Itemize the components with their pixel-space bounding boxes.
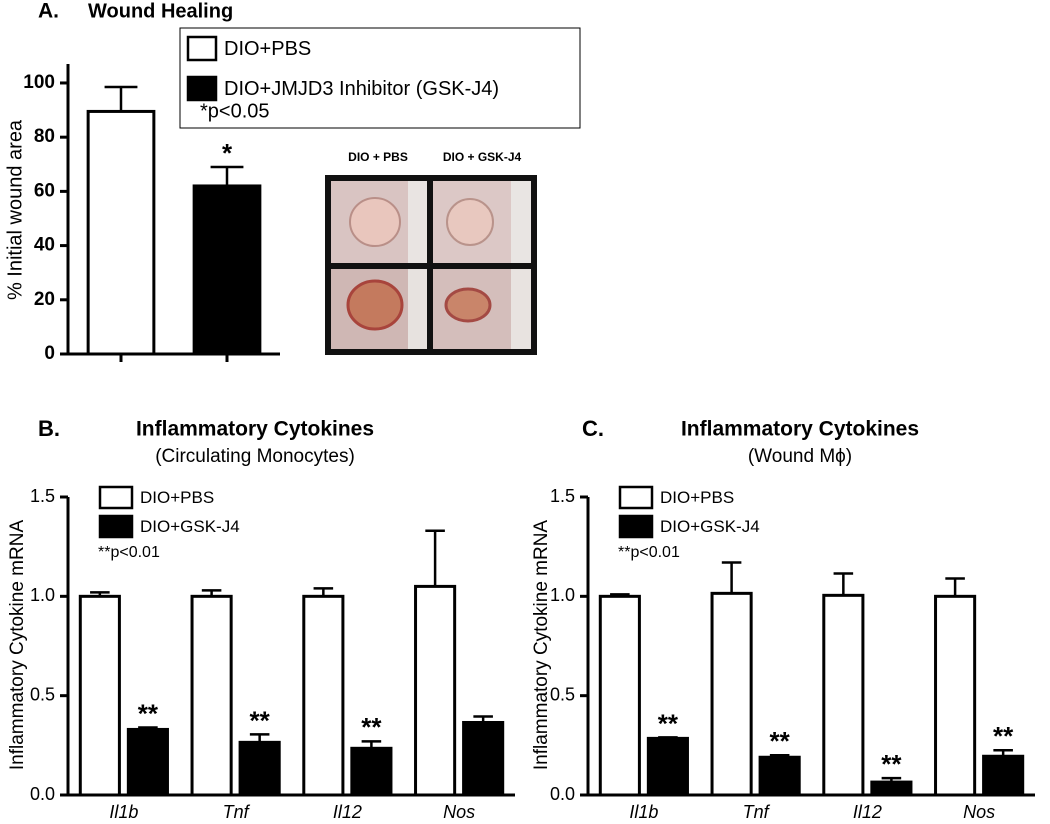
- bar: [350, 746, 393, 797]
- x-tick-label: Il12: [853, 802, 882, 822]
- significance-label: **: [770, 726, 791, 756]
- significance-label: **: [658, 708, 679, 738]
- legend-swatch: [618, 485, 654, 510]
- x-tick-label: Nos: [963, 802, 995, 822]
- y-tick-label: 1.5: [30, 486, 55, 506]
- chart-subtitle: (Circulating Monocytes): [155, 446, 355, 467]
- chart-title: Inflammatory Cytokines: [136, 418, 374, 441]
- legend-label: DIO+GSK-J4: [660, 517, 760, 536]
- photo-label: DIO + PBS: [348, 150, 408, 164]
- bar: [710, 591, 753, 797]
- legend-swatch: [186, 75, 218, 102]
- y-tick-label: 20: [34, 289, 55, 310]
- y-tick-label: 1.0: [550, 585, 575, 605]
- x-tick-label: Il1b: [629, 802, 658, 822]
- y-tick-label: 0.5: [550, 684, 575, 704]
- bar: [126, 727, 169, 797]
- y-tick-label: 1.0: [30, 585, 55, 605]
- bar: [598, 594, 641, 797]
- significance-note: *p<0.05: [200, 100, 270, 122]
- y-axis-label: % Initial wound area: [4, 119, 26, 300]
- y-tick-label: 60: [34, 180, 55, 201]
- y-tick-label: 40: [34, 235, 55, 256]
- legend-label: DIO+PBS: [224, 38, 311, 60]
- x-tick-label: Il12: [333, 802, 362, 822]
- x-tick-label: Tnf: [743, 802, 771, 822]
- panel-label: C.: [582, 416, 604, 441]
- bar: [414, 584, 457, 797]
- bar: [462, 720, 505, 797]
- significance-label: **: [881, 749, 902, 779]
- y-axis-label: Inflammatory Cytokine mRNA: [7, 520, 28, 771]
- significance-label: **: [361, 712, 382, 742]
- significance-label: **: [250, 705, 271, 735]
- significance-label: **: [993, 721, 1014, 751]
- bar: [758, 755, 801, 797]
- bar: [982, 754, 1025, 797]
- significance-label: **: [138, 698, 159, 728]
- significance-label: *: [222, 138, 233, 168]
- x-tick-label: Nos: [443, 802, 475, 822]
- legend-swatch: [98, 514, 134, 539]
- legend-label: DIO+GSK-J4: [140, 517, 240, 536]
- chart-title: Inflammatory Cytokines: [681, 418, 919, 441]
- legend-label: DIO+PBS: [140, 488, 214, 507]
- y-tick-label: 0: [44, 343, 55, 364]
- bar: [646, 736, 689, 797]
- y-tick-label: 100: [23, 72, 55, 93]
- y-tick-label: 0.0: [30, 784, 55, 804]
- bar: [822, 593, 865, 797]
- legend-frame: [179, 27, 581, 129]
- bar: [86, 109, 156, 356]
- legend-swatch: [186, 35, 218, 62]
- bar: [934, 594, 977, 797]
- legend-swatch: [618, 514, 654, 539]
- wound-photo: [325, 175, 537, 355]
- bar: [302, 594, 345, 797]
- legend-swatch: [98, 485, 134, 510]
- significance-note: **p<0.01: [618, 544, 680, 561]
- chart-subtitle: (Wound Mϕ): [748, 446, 852, 467]
- y-tick-label: 0.5: [30, 684, 55, 704]
- legend-label: DIO+JMJD3 Inhibitor (GSK-J4): [224, 78, 499, 100]
- legend-label: DIO+PBS: [660, 488, 734, 507]
- bar: [870, 780, 913, 797]
- y-tick-label: 0.0: [550, 784, 575, 804]
- y-tick-label: 1.5: [550, 486, 575, 506]
- y-tick-label: 80: [34, 126, 55, 147]
- bar: [238, 740, 281, 797]
- photo-label: DIO + GSK-J4: [443, 150, 522, 164]
- x-tick-label: Il1b: [109, 802, 138, 822]
- significance-note: **p<0.01: [98, 544, 160, 561]
- x-tick-label: Tnf: [223, 802, 251, 822]
- bar: [192, 184, 262, 356]
- y-axis-label: Inflammatory Cytokine mRNA: [531, 520, 552, 771]
- chart-title: Wound Healing: [88, 0, 233, 22]
- bar: [190, 594, 233, 797]
- panel-label: B.: [38, 416, 60, 441]
- panel-label: A.: [38, 0, 59, 23]
- bar: [78, 594, 121, 797]
